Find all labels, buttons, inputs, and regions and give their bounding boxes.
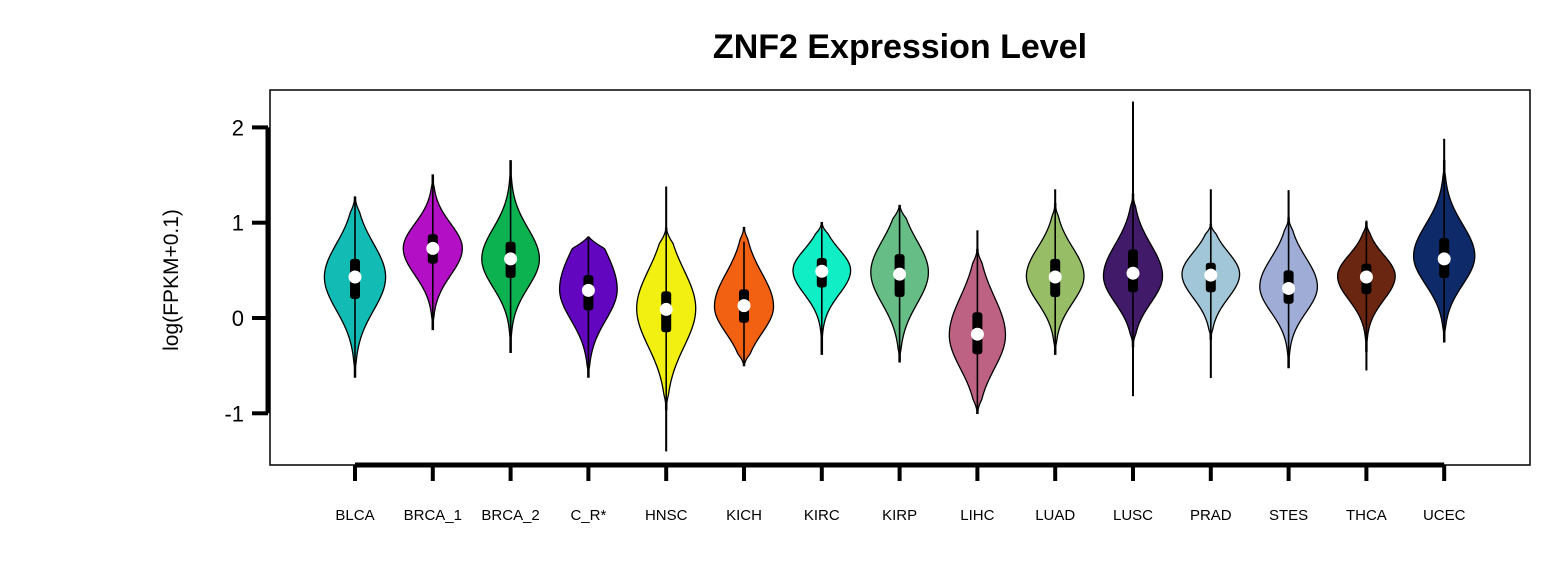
x-tick-label: STES bbox=[1269, 507, 1308, 524]
y-tick-label: -1 bbox=[224, 401, 244, 426]
median-point bbox=[1282, 281, 1296, 295]
violin-thca bbox=[1336, 220, 1396, 371]
x-tick-label: THCA bbox=[1346, 507, 1387, 524]
y-tick-label: 0 bbox=[232, 306, 244, 331]
median-point bbox=[659, 302, 673, 316]
median-point bbox=[348, 270, 362, 284]
y-axis-label: log(FPKM+0.1) bbox=[160, 209, 183, 351]
violin-hnsc bbox=[636, 186, 697, 452]
x-tick-label: LUSC bbox=[1113, 507, 1153, 524]
y-tick-label: 1 bbox=[232, 211, 244, 236]
median-point bbox=[581, 283, 595, 297]
x-tick-label: BRCA_1 bbox=[404, 507, 462, 524]
violin-prad bbox=[1181, 189, 1241, 379]
violin-brca-2 bbox=[481, 160, 541, 353]
violin-blca bbox=[323, 196, 387, 378]
violin-stes bbox=[1259, 190, 1319, 369]
median-point bbox=[1359, 270, 1373, 284]
x-tick-label: KIRC bbox=[804, 507, 840, 524]
violin-lihc bbox=[948, 230, 1007, 414]
x-tick-label: BRCA_2 bbox=[481, 507, 539, 524]
median-point bbox=[815, 264, 829, 278]
x-tick-label: KICH bbox=[726, 507, 762, 524]
x-tick-label: BLCA bbox=[335, 507, 374, 524]
x-tick-label: KIRP bbox=[882, 507, 917, 524]
y-tick-label: 2 bbox=[232, 115, 244, 140]
violin-brca-1 bbox=[402, 174, 463, 331]
chart-title: ZNF2 Expression Level bbox=[713, 28, 1087, 66]
x-tick-label: LUAD bbox=[1035, 507, 1075, 524]
violin-ucec bbox=[1412, 138, 1476, 343]
violin-kich bbox=[713, 226, 775, 367]
median-point bbox=[737, 299, 751, 313]
y-axis: -1 0 1 2 bbox=[224, 115, 271, 426]
median-point bbox=[1437, 252, 1451, 266]
x-tick-label: HNSC bbox=[645, 507, 688, 524]
median-point bbox=[970, 327, 984, 341]
x-tick-label: PRAD bbox=[1190, 507, 1232, 524]
violin-c-r- bbox=[558, 236, 618, 378]
x-tick-label: LIHC bbox=[960, 507, 994, 524]
violin-lusc bbox=[1102, 101, 1164, 397]
median-point bbox=[504, 252, 518, 266]
median-point bbox=[1204, 268, 1218, 282]
median-point bbox=[893, 267, 907, 281]
violin-kirp bbox=[870, 204, 930, 363]
violins-layer bbox=[323, 101, 1476, 452]
violin-luad bbox=[1025, 189, 1085, 355]
x-axis: BLCA BRCA_1 BRCA_2 C_R* HNSC KICH KIRC KIRP LIHC… bbox=[335, 462, 1466, 524]
median-point bbox=[426, 241, 440, 255]
violin-kirc bbox=[792, 222, 852, 355]
x-tick-label: UCEC bbox=[1423, 507, 1466, 524]
median-point bbox=[1126, 266, 1140, 280]
x-tick-label: C_R* bbox=[570, 507, 606, 524]
median-point bbox=[1048, 270, 1062, 284]
